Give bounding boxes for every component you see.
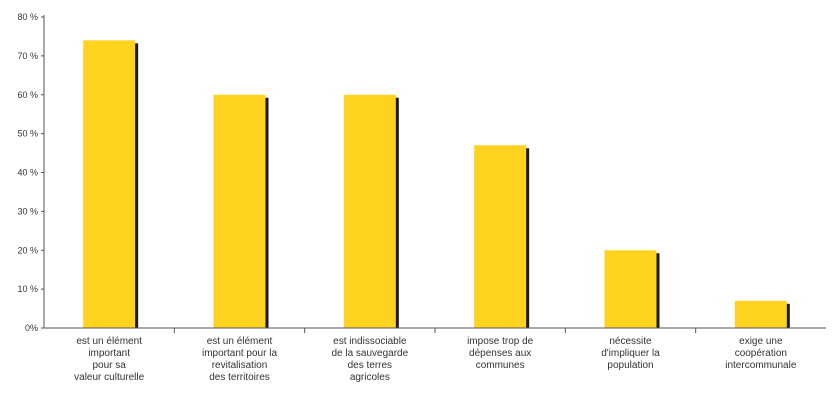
y-tick-label: 30 % bbox=[17, 206, 38, 216]
x-category-label-line: valeur culturelle bbox=[74, 372, 144, 383]
bar bbox=[343, 94, 396, 328]
x-category-label: est un élément important pour la revitalis… bbox=[202, 336, 277, 383]
x-category-label: exige une coopération intercommunale bbox=[725, 336, 797, 371]
x-category-label-line: est un élément bbox=[207, 336, 273, 347]
x-category-label-line: des territoires bbox=[209, 372, 270, 383]
x-category-label-line: agricoles bbox=[350, 372, 390, 383]
y-tick-label: 80 % bbox=[17, 12, 38, 22]
x-category-label: est un élément important pour sa valeur cul… bbox=[74, 336, 144, 383]
x-category-label-line: communes bbox=[476, 360, 525, 371]
x-category-label-line: des terres bbox=[348, 360, 392, 371]
bar bbox=[604, 250, 657, 328]
bar bbox=[213, 94, 266, 328]
bar bbox=[734, 300, 787, 328]
x-category-label-line: coopération bbox=[735, 348, 787, 359]
y-tick-label: 40 % bbox=[17, 168, 38, 178]
x-category-label-line: population bbox=[607, 360, 653, 371]
x-category-label: nécessite d'impliquer la population bbox=[601, 336, 660, 371]
y-tick-label: 0% bbox=[25, 323, 38, 333]
x-category-label-line: est indissociable bbox=[333, 336, 407, 347]
x-category-label-line: dépenses aux bbox=[469, 348, 531, 359]
x-category-label-line: de la sauvegarde bbox=[331, 348, 408, 359]
bar bbox=[83, 40, 136, 328]
x-category-label-line: nécessite bbox=[609, 336, 652, 347]
x-category-label: impose trop de dépenses aux communes bbox=[467, 336, 534, 371]
x-category-label-line: est un élément bbox=[76, 336, 142, 347]
y-tick-label: 20 % bbox=[17, 245, 38, 255]
x-axis: est un élément important pour sa valeur cul… bbox=[44, 327, 826, 383]
x-category-label-line: impose trop de bbox=[467, 336, 534, 347]
x-category-label-line: important bbox=[88, 348, 130, 359]
y-tick-label: 60 % bbox=[17, 90, 38, 100]
bars bbox=[83, 40, 790, 328]
x-category-label-line: important pour la bbox=[202, 348, 277, 359]
bar bbox=[474, 145, 527, 328]
x-category-label-line: intercommunale bbox=[725, 360, 797, 371]
y-axis: 0% 10 % 20 % 30 % 40 % 50 % 60 % 70 % 80 % bbox=[17, 12, 45, 333]
y-tick-label: 50 % bbox=[17, 129, 38, 139]
y-tick-label: 70 % bbox=[17, 51, 38, 61]
x-category-label-line: d'impliquer la bbox=[601, 348, 660, 359]
x-category-label-line: pour sa bbox=[92, 360, 126, 371]
y-tick-label: 10 % bbox=[17, 284, 38, 294]
x-category-label-line: exige une bbox=[739, 336, 783, 347]
x-category-label: est indissociable de la sauvegarde des ter… bbox=[331, 336, 408, 383]
x-category-label-line: revitalisation bbox=[212, 360, 268, 371]
